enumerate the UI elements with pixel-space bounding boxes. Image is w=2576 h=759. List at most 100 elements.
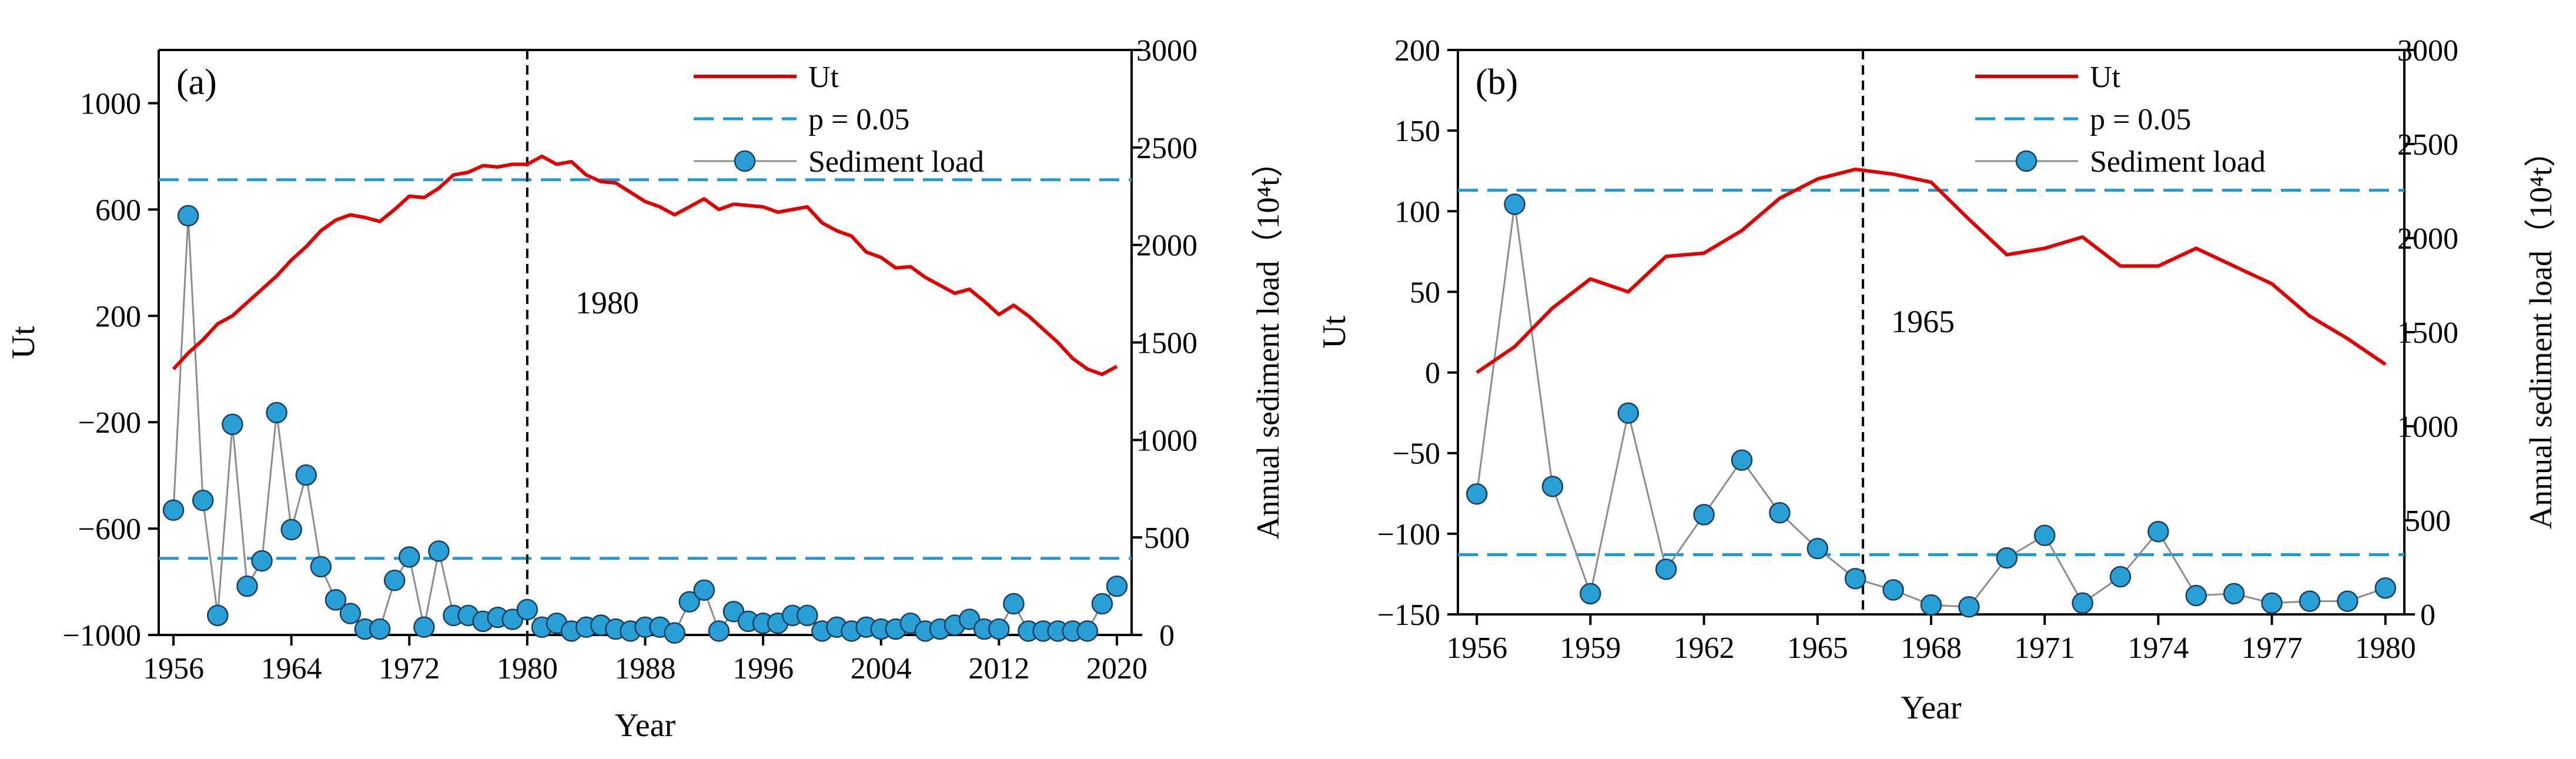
sediment-load-point [2299, 590, 2321, 612]
sediment-load-point [708, 620, 730, 642]
chart-panel-a: 1956 1964 1972 1980 1988 1996 2004 2012 2020 −100… [5, 34, 1286, 744]
y-tick-label: −100 [1377, 518, 1440, 551]
sediment-load-point [369, 618, 391, 640]
x-tick-label: 1988 [615, 652, 676, 686]
sediment-load-point [222, 413, 243, 436]
sediment-load-point [413, 616, 435, 638]
sediment-load-point [428, 540, 450, 562]
sediment-load-point [2033, 524, 2056, 546]
legend: Ut p = 0.05 Sediment load [694, 61, 984, 179]
legend-ut-label: Ut [808, 61, 839, 94]
y2-tick-label: 0 [2420, 598, 2436, 632]
x-tick-label: 2012 [968, 652, 1029, 686]
x-tick-label: 1964 [261, 652, 322, 686]
sediment-load-point [1844, 567, 1866, 590]
x-tick-label: 2020 [1086, 652, 1148, 686]
y2-tick-label: 2000 [2397, 222, 2458, 256]
sediment-load-point [310, 556, 332, 578]
sediment-load-point [236, 575, 258, 597]
sediment-load-point [1693, 504, 1715, 526]
legend-sediment-label: Sediment load [808, 145, 984, 179]
y-axis-label: Ut [5, 326, 42, 359]
sediment-load-point [1617, 402, 1640, 424]
sediment-load-point [1806, 537, 1829, 560]
sediment-load-point [177, 205, 199, 227]
y-tick-label: 150 [1394, 115, 1440, 148]
y-tick-label: 200 [95, 300, 141, 333]
sediment-load-point [1106, 575, 1128, 597]
y-tick-label: −1000 [63, 619, 141, 653]
legend-sediment-swatch-marker [734, 150, 756, 172]
sediment-load-point [324, 589, 347, 611]
x-tick-label: 2004 [851, 652, 912, 686]
sediment-load-point [295, 464, 317, 486]
x-tick-label: 1956 [143, 652, 204, 686]
legend-sediment-swatch-marker [2015, 150, 2038, 172]
sediment-load-point [2109, 566, 2132, 588]
y2-tick-label: 500 [1144, 521, 1190, 555]
y-tick-label: 50 [1410, 276, 1440, 309]
y2-tick-label: 3000 [2397, 34, 2458, 68]
y2-tick-label: 2000 [1136, 229, 1197, 263]
sediment-load-point [1920, 594, 1942, 616]
sediment-load-line [1476, 204, 2386, 608]
sediment-load-point [162, 499, 185, 521]
y2-tick-label: 500 [2405, 504, 2451, 538]
y2-tick-label: 1500 [1136, 327, 1197, 360]
sediment-load-point [2072, 592, 2093, 614]
sediment-load-point [1882, 579, 1904, 601]
y2-tick-label: 1500 [2397, 316, 2458, 350]
ut-line [1476, 167, 2387, 375]
sediment-load-point [2147, 520, 2169, 543]
y2-tick-label: 1000 [2397, 410, 2458, 444]
sediment-load-point [207, 604, 229, 627]
x-tick-label: 1959 [1560, 631, 1621, 665]
sediment-load-point [2261, 592, 2283, 614]
y-tick-label: 600 [95, 193, 141, 227]
y-tick-label: 200 [1394, 34, 1440, 68]
legend-threshold-label: p = 0.05 [808, 103, 909, 136]
sediment-load-point [1466, 483, 1488, 505]
sediment-load-point [1655, 558, 1677, 580]
y2-tick-label: 2500 [2397, 128, 2458, 162]
sediment-load-point [2374, 577, 2397, 599]
x-tick-label: 1962 [1674, 631, 1735, 665]
sediment-load-point [1958, 596, 1980, 618]
x-axis-label: Year [615, 707, 676, 744]
sediment-load-point [399, 546, 420, 568]
y-tick-label: −200 [78, 406, 141, 440]
sediment-load-point [516, 598, 538, 621]
x-tick-label: 1996 [732, 652, 794, 686]
sediment-load-point [1091, 593, 1113, 615]
sediment-load-point [192, 489, 214, 511]
sediment-load-point [266, 402, 287, 424]
y2-tick-label: 0 [1159, 619, 1175, 653]
sediment-load-point [958, 608, 981, 630]
sediment-load-point [1580, 583, 1601, 605]
y-tick-label: −50 [1393, 437, 1440, 471]
sediment-load-point [280, 519, 302, 541]
sediment-load-point [1996, 547, 2018, 569]
legend-sediment-label: Sediment load [2090, 145, 2266, 179]
x-tick-label: 1965 [1787, 631, 1848, 665]
sediment-load-point [1769, 501, 1791, 524]
sediment-load-point [251, 550, 273, 572]
breakpoint-label: 1965 [1891, 304, 1955, 339]
sediment-load-point [693, 579, 715, 601]
y-tick-label: 1000 [80, 87, 141, 121]
sediment-load-point [339, 603, 362, 624]
x-axis-label: Year [1901, 690, 1962, 726]
sediment-load-point [664, 622, 685, 644]
y-tick-label: 0 [1425, 357, 1440, 390]
sediment-load-point [2337, 590, 2358, 612]
y2-axis-label: Annual sediment load（10⁴t） [2523, 135, 2558, 529]
sediment-load-point [722, 600, 745, 623]
sediment-load-point [678, 591, 700, 613]
y2-axis-label: Annual sediment load（10⁴t） [1250, 146, 1286, 540]
y-tick-label: −600 [78, 513, 141, 546]
x-tick-label: 1980 [497, 652, 558, 686]
x-tick-label: 1980 [2355, 631, 2416, 665]
legend-threshold-label: p = 0.05 [2090, 103, 2191, 136]
sediment-load-point [501, 608, 524, 630]
